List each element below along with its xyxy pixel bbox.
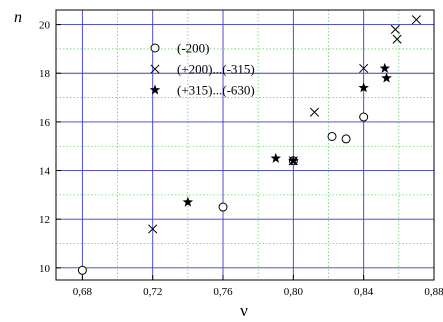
legend-label: (+315)...(-630) — [177, 83, 255, 98]
y-tick-label: 18 — [39, 68, 51, 80]
data-point-circle — [78, 266, 86, 274]
data-point-cross — [393, 35, 401, 43]
major-grid — [56, 10, 434, 280]
data-point-cross — [310, 108, 318, 116]
data-point-cross — [391, 25, 399, 33]
x-axis-label: ν — [240, 301, 248, 320]
data-point-star — [381, 73, 391, 83]
data-point-circle — [342, 135, 350, 143]
y-axis-label: n — [14, 9, 22, 26]
data-point-star — [380, 63, 390, 73]
data-point-circle — [219, 203, 227, 211]
x-tick-label: 0,80 — [284, 286, 304, 298]
data-point-circle — [328, 132, 336, 140]
x-tick-label: 0,72 — [143, 286, 162, 298]
x-tick-label: 0,76 — [213, 286, 233, 298]
legend-marker-cross — [151, 65, 159, 73]
y-tick-label: 20 — [39, 20, 51, 32]
legend-marker-circle — [151, 44, 159, 52]
data-points — [78, 16, 420, 275]
y-tick-label: 10 — [39, 263, 51, 275]
y-tick-label: 14 — [39, 166, 51, 178]
x-tick-label: 0,88 — [424, 286, 443, 298]
x-tick-label: 0,84 — [354, 286, 374, 298]
legend-label: (-200) — [177, 41, 210, 56]
data-point-cross — [412, 16, 420, 24]
legend-marker-star — [150, 85, 160, 95]
y-tick-label: 16 — [39, 117, 51, 129]
legend-label: (+200)...(-315) — [177, 62, 255, 77]
x-tick-label: 0,68 — [73, 286, 93, 298]
data-point-star — [271, 153, 281, 163]
data-point-star — [183, 197, 193, 207]
minor-grid — [56, 10, 434, 280]
data-point-circle — [360, 113, 368, 121]
plot-frame — [56, 10, 434, 280]
y-tick-label: 12 — [39, 214, 50, 226]
